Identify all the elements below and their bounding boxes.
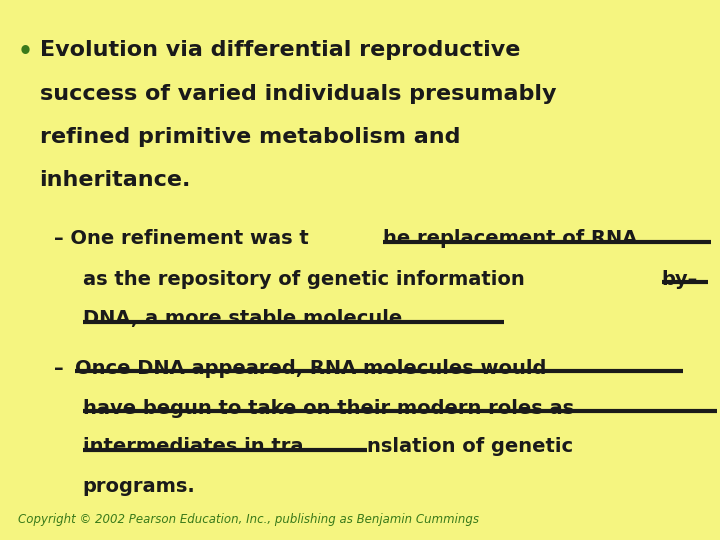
Text: refined primitive metabolism and: refined primitive metabolism and [40, 127, 460, 147]
Text: Once DNA appeared, RNA molecules would: Once DNA appeared, RNA molecules would [75, 359, 546, 378]
Text: he replacement of RNA: he replacement of RNA [383, 230, 637, 248]
Text: as the repository of genetic information: as the repository of genetic information [83, 270, 531, 289]
Text: – One refinement was t: – One refinement was t [54, 230, 309, 248]
Text: intermediates in tra: intermediates in tra [83, 437, 303, 456]
Text: •: • [18, 40, 33, 64]
Text: –: – [54, 359, 71, 378]
Text: by–: by– [662, 270, 698, 289]
Text: success of varied individuals presumably: success of varied individuals presumably [40, 84, 556, 104]
Text: DNA, a more stable molecule.: DNA, a more stable molecule. [83, 309, 410, 328]
Text: programs.: programs. [83, 477, 196, 496]
Text: inheritance.: inheritance. [40, 170, 191, 190]
Text: have begun to take on their modern roles as: have begun to take on their modern roles… [83, 399, 574, 417]
Text: Evolution via differential reproductive: Evolution via differential reproductive [40, 40, 520, 60]
Text: Copyright © 2002 Pearson Education, Inc., publishing as Benjamin Cummings: Copyright © 2002 Pearson Education, Inc.… [18, 514, 479, 526]
Text: nslation of genetic: nslation of genetic [367, 437, 573, 456]
